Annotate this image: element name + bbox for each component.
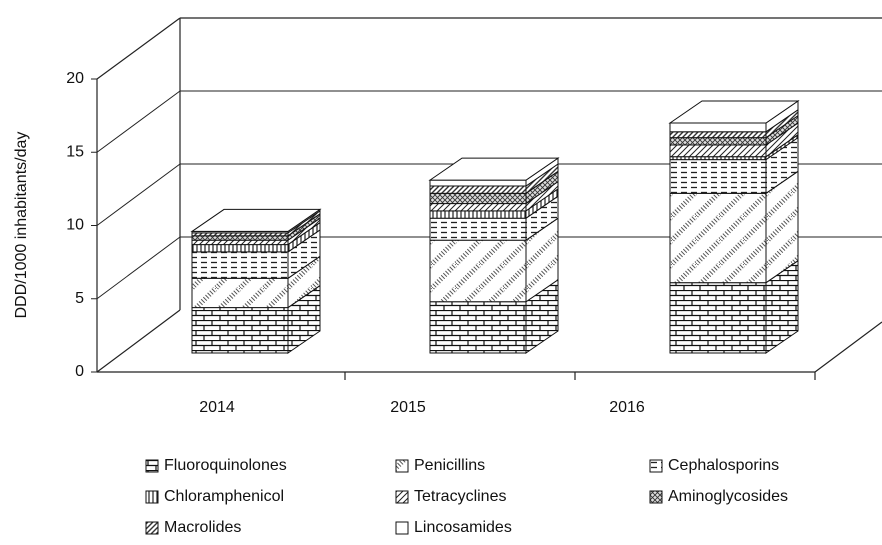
bar-front (429, 179, 527, 187)
bar-front (669, 131, 767, 139)
legend-swatch (395, 459, 409, 473)
bar-front (669, 137, 767, 146)
bar-segment (190, 208, 322, 234)
x-tick-label: 2015 (390, 399, 426, 416)
x-tick-label: 2016 (609, 399, 645, 416)
bar-segment (429, 278, 559, 354)
bar-front (429, 210, 527, 219)
bar-front (669, 282, 767, 354)
bar-segment (669, 136, 799, 195)
bar-front (429, 192, 527, 205)
bar-front (191, 244, 289, 253)
bar-front (669, 192, 767, 284)
legend-swatch (395, 490, 409, 504)
y-axis-label: DDD/1000 inhabitants/day (13, 132, 30, 319)
legend-swatch (145, 459, 159, 473)
y-tick-label: 0 (75, 363, 84, 380)
bar-segment (429, 195, 559, 242)
bar-segment (668, 100, 800, 133)
bar-segment (191, 228, 321, 280)
bar-front (191, 239, 289, 246)
bar-front (429, 217, 527, 241)
bar-front (191, 307, 289, 354)
bar-segment (669, 259, 799, 354)
legend-label: Penicillins (414, 457, 485, 474)
bar-segment (428, 157, 560, 187)
bar-front (191, 277, 289, 309)
bar-segment (669, 170, 799, 284)
bar-front (429, 239, 527, 303)
y-tick-label: 5 (75, 290, 84, 307)
legend-swatch (649, 490, 663, 504)
bar-front (191, 235, 289, 241)
legend-label: Lincosamides (414, 519, 512, 536)
x-tick-label: 2014 (199, 399, 235, 416)
legend-label: Cephalosporins (668, 457, 779, 474)
legend-swatch (649, 459, 663, 473)
grid-line (96, 163, 181, 226)
legend-label: Tetracyclines (414, 488, 506, 505)
legend-label: Macrolides (164, 519, 241, 536)
y-tick-label: 10 (66, 217, 84, 234)
grid-line (96, 90, 181, 153)
y-tick-label: 15 (66, 143, 84, 160)
bar-front (669, 144, 767, 158)
legend-label: Fluoroquinolones (164, 457, 287, 474)
bar-front (669, 122, 767, 133)
legend-label: Aminoglycosides (668, 488, 788, 505)
legend-swatch (145, 490, 159, 504)
legend-swatch (395, 521, 409, 535)
bar-front (669, 159, 767, 194)
bar-front (429, 301, 527, 354)
bar-top (668, 100, 800, 124)
bar-top (190, 208, 322, 232)
bar-front (429, 185, 527, 194)
bar-top (428, 157, 560, 181)
grid-line (96, 236, 181, 300)
bar-front (191, 251, 289, 279)
legend-swatch (145, 521, 159, 535)
y-tick-label: 20 (66, 70, 84, 87)
legend-label: Chloramphenicol (164, 488, 284, 505)
bar-front (429, 203, 527, 212)
bar-segment (429, 217, 559, 303)
